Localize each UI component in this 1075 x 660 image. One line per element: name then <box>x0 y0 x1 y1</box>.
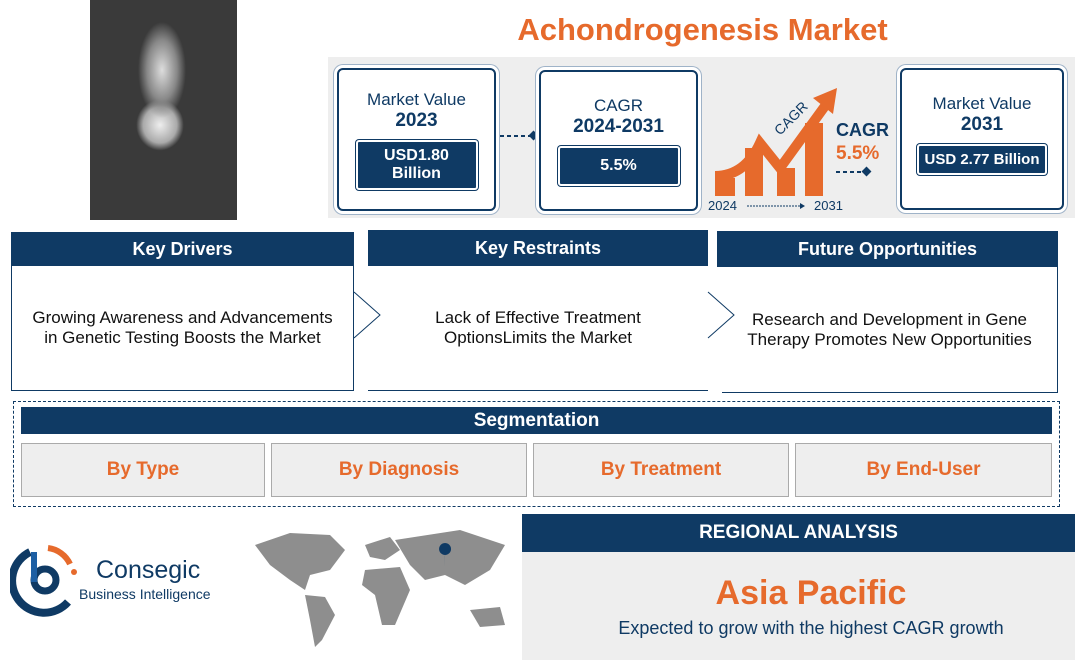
metric-period: 2031 <box>960 114 1004 135</box>
segment-by-diagnosis: By Diagnosis <box>271 443 527 497</box>
metric-period: 2023 <box>395 110 438 131</box>
future-opportunities-header: Future Opportunities <box>717 231 1058 267</box>
metric-period: 2024-2031 <box>573 116 664 137</box>
future-opportunities-text: Research and Development in Gene Therapy… <box>722 267 1058 393</box>
end-year: 2031 <box>814 198 843 213</box>
segment-by-type: By Type <box>21 443 265 497</box>
key-drivers-text: Growing Awareness and Advancements in Ge… <box>11 266 354 391</box>
logo-name: Consegic <box>96 556 201 584</box>
cagr-value: 5.5% <box>836 143 880 164</box>
page-title: Achondrogenesis Market <box>517 12 888 47</box>
logo-tagline: Business Intelligence <box>79 586 211 602</box>
market-value-2031-card: Market Value 2031 USD 2.77 Billion <box>900 68 1064 210</box>
segmentation-box <box>13 401 1060 507</box>
metric-value: USD 2.77 Billion <box>917 144 1047 175</box>
region-text: Expected to grow with the highest CAGR g… <box>618 618 1004 638</box>
metric-label: Market Value <box>367 90 466 109</box>
regional-header: REGIONAL ANALYSIS <box>522 514 1075 552</box>
segment-by-end-user: By End-User <box>795 443 1052 497</box>
connector-icon <box>836 166 872 177</box>
start-year: 2024 <box>708 198 737 213</box>
metric-label: CAGR <box>593 96 644 115</box>
segmentation-header: Segmentation <box>21 407 1052 434</box>
chevron-right-icon <box>707 291 735 339</box>
key-restraints-header: Key Restraints <box>368 230 708 266</box>
cagr-growth-chart-icon: CAGR <box>714 88 837 209</box>
consegic-logo-icon <box>10 545 77 617</box>
segment-by-treatment: By Treatment <box>533 443 789 497</box>
metric-value: USD1.80 Billion <box>355 140 478 190</box>
connector-icon <box>500 130 539 141</box>
xray-image <box>90 0 237 220</box>
world-map-icon <box>255 530 505 647</box>
region-name: Asia Pacific <box>715 574 907 612</box>
metric-label: Market Value <box>932 94 1032 113</box>
metric-value: 5.5% <box>557 146 680 186</box>
key-drivers-header: Key Drivers <box>11 232 354 266</box>
cagr-card: CAGR 2024-2031 5.5% <box>539 70 698 211</box>
regional-panel <box>522 552 1075 660</box>
chevron-right-icon <box>353 291 381 339</box>
cagr-label: CAGR <box>836 120 889 140</box>
market-value-2023-card: Market Value 2023 USD1.80 Billion <box>337 68 496 211</box>
location-pin-icon <box>439 543 452 567</box>
key-restraints-text: Lack of Effective Treatment OptionsLimit… <box>368 266 708 391</box>
